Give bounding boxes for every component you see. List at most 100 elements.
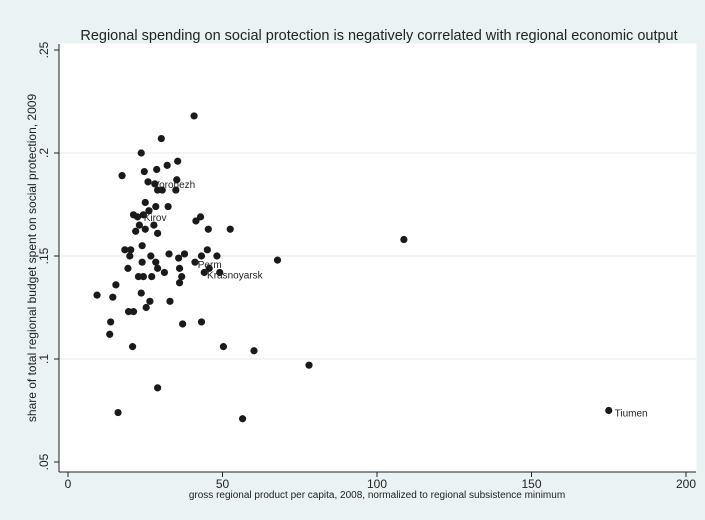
data-point	[148, 273, 156, 281]
plot-background	[59, 44, 696, 472]
data-point	[151, 180, 159, 188]
data-point	[400, 235, 408, 244]
data-point	[226, 225, 234, 233]
data-point	[172, 186, 180, 194]
y-tick-label: .2	[37, 148, 51, 158]
point-label: Tiumen	[615, 409, 648, 420]
data-point	[118, 172, 126, 180]
data-point	[112, 281, 120, 289]
y-tick-label: .15	[37, 247, 51, 264]
data-point	[305, 361, 313, 369]
data-point	[139, 211, 147, 219]
data-point	[146, 297, 154, 305]
data-point	[154, 229, 162, 237]
data-point	[190, 112, 198, 120]
axis-ticks: .05 .1 .15 .2 .25 0 50 100 150 200	[37, 41, 696, 491]
data-point	[178, 273, 186, 281]
data-point	[137, 149, 145, 157]
data-point	[133, 213, 142, 221]
data-point	[200, 268, 208, 277]
data-point	[250, 347, 258, 355]
data-point	[124, 264, 132, 272]
data-point	[197, 318, 206, 326]
data-point	[114, 408, 122, 417]
data-point	[205, 264, 213, 272]
data-point	[213, 252, 221, 260]
data-point	[191, 258, 199, 266]
data-point	[203, 246, 211, 254]
data-point	[138, 258, 146, 266]
data-point	[145, 207, 153, 215]
data-point	[142, 303, 150, 312]
data-point	[174, 157, 182, 165]
x-tick-label: 50	[216, 477, 230, 491]
data-point	[273, 256, 282, 264]
x-axis-label: gross regional product per capita, 2008,…	[189, 490, 565, 501]
data-point	[175, 254, 183, 262]
data-point	[196, 213, 205, 221]
data-point	[154, 384, 162, 392]
data-point	[153, 165, 161, 174]
data-point	[152, 258, 160, 266]
data-point	[150, 221, 158, 229]
data-point	[192, 217, 200, 225]
y-tick-label: .1	[37, 354, 51, 364]
data-point	[107, 318, 115, 326]
data-point	[179, 320, 187, 328]
data-point	[175, 264, 184, 272]
point-label: Perm	[198, 260, 222, 271]
point-label: Kirov	[144, 213, 167, 224]
grid-lines	[59, 152, 696, 360]
data-point	[135, 221, 143, 229]
data-points	[93, 112, 613, 423]
data-point	[164, 202, 172, 211]
data-point	[166, 297, 174, 305]
x-tick-label: 150	[521, 477, 541, 491]
data-point	[126, 252, 134, 260]
data-point	[141, 225, 149, 233]
point-label: Krasnoyarsk	[207, 271, 264, 282]
data-point	[219, 343, 228, 351]
y-tick-label: .05	[37, 453, 51, 470]
data-point	[129, 308, 138, 316]
x-tick-label: 200	[676, 477, 696, 491]
data-point	[93, 291, 101, 299]
data-point	[216, 268, 224, 277]
data-point	[157, 134, 165, 143]
chart-title: Regional spending on social protection i…	[80, 28, 677, 44]
data-point	[163, 161, 171, 169]
data-point	[175, 279, 184, 287]
data-point	[141, 198, 149, 207]
data-point	[109, 293, 117, 301]
data-point	[158, 186, 166, 194]
data-point	[180, 250, 189, 258]
data-point	[147, 252, 155, 260]
y-axis-label: share of total regional budget spent on …	[25, 94, 39, 423]
data-point	[137, 289, 145, 297]
y-tick-label: .25	[37, 41, 51, 58]
data-point	[128, 343, 137, 351]
data-point	[605, 406, 613, 415]
data-point	[238, 415, 247, 423]
data-point	[134, 273, 143, 281]
data-point	[138, 242, 146, 250]
data-point	[139, 273, 147, 281]
data-point	[154, 264, 162, 272]
data-point	[127, 246, 135, 254]
data-point	[165, 250, 173, 258]
x-tick-label: 0	[65, 477, 72, 491]
data-point	[152, 202, 160, 211]
data-point	[121, 246, 129, 254]
data-point	[144, 178, 152, 186]
data-point	[204, 225, 212, 233]
data-point	[124, 308, 133, 316]
data-point	[160, 268, 169, 277]
point-label: Voronezh	[153, 180, 195, 191]
data-point	[140, 167, 148, 176]
data-point	[106, 330, 114, 338]
data-point	[173, 176, 181, 184]
data-point	[197, 252, 206, 260]
